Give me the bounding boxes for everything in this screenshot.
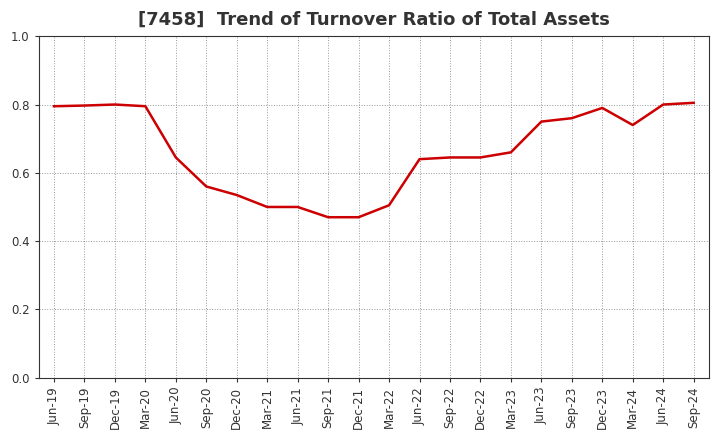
Title: [7458]  Trend of Turnover Ratio of Total Assets: [7458] Trend of Turnover Ratio of Total … — [138, 11, 610, 29]
